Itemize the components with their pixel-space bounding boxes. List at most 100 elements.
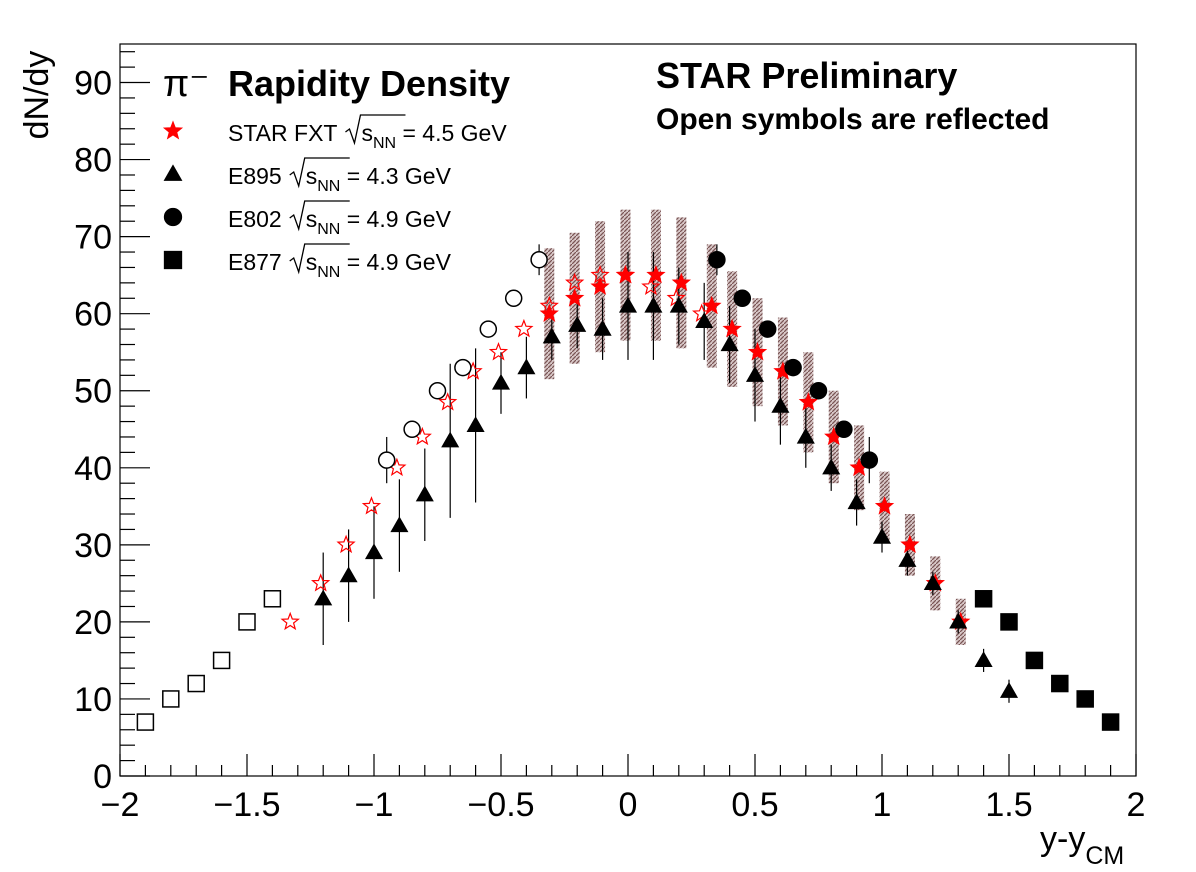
energy-value: = 4.3 GeV — [340, 163, 451, 189]
star_fxt-reflected-point — [488, 342, 509, 361]
star_fxt-reflected-point — [310, 573, 331, 592]
e895-point — [923, 574, 942, 590]
e877-legend-label: E877 — [228, 249, 282, 275]
energy-value: = 4.5 GeV — [396, 120, 507, 146]
e895-point — [568, 316, 587, 332]
e895-point — [517, 358, 536, 375]
e895-point — [466, 416, 485, 433]
reflected-note: Open symbols are reflected — [656, 103, 1050, 136]
x-tick-label: 2 — [1127, 786, 1146, 824]
star_fxt-reflected-point — [361, 496, 382, 515]
e895-point — [441, 431, 460, 448]
star_fxt-point — [615, 265, 636, 284]
x-axis-title-sub: CM — [1085, 842, 1124, 870]
x-tick-label: 1.5 — [985, 786, 1032, 824]
e877-reflected-point — [212, 651, 231, 670]
x-tick-label: 0 — [619, 786, 638, 824]
e895-point — [364, 543, 384, 560]
energy-subscript: NN — [317, 178, 340, 195]
star_fxt-point — [747, 342, 768, 361]
energy-symbol: s — [306, 249, 318, 275]
y-tick-label: 60 — [74, 296, 112, 334]
e895-point — [822, 458, 841, 475]
error-bars — [322, 244, 1010, 703]
preliminary-label: STAR Preliminary — [656, 55, 957, 96]
e877-reflected-point — [263, 590, 282, 608]
x-axis-title-main: y-y — [1040, 820, 1085, 858]
x-tick-label: 0.5 — [731, 786, 778, 824]
y-tick-label: 0 — [93, 758, 112, 796]
energy-symbol: s — [361, 120, 373, 146]
e895-legend-energy: sNN = 4.3 GeV — [306, 163, 452, 195]
y-tick-label: 40 — [74, 450, 112, 488]
e802-point — [784, 358, 802, 377]
y-tick-label: 30 — [74, 527, 112, 565]
star_fxt-point — [702, 295, 722, 315]
y-tick-label: 50 — [74, 373, 112, 411]
star_fxt-point — [590, 276, 610, 295]
e802-legend-sqrt — [289, 200, 350, 232]
e895-point — [491, 373, 511, 390]
x-tick-label: 1 — [873, 786, 892, 824]
systematic-bands — [544, 209, 966, 646]
e877-point — [1025, 651, 1044, 670]
e877-point — [1051, 674, 1069, 693]
particle-label: π⁻ — [163, 63, 209, 105]
energy-subscript: NN — [317, 264, 340, 281]
e877-legend-energy: sNN = 4.9 GeV — [306, 249, 452, 281]
e802-reflected-point — [377, 451, 396, 469]
star_fxt-point — [722, 318, 742, 338]
e877-point — [1000, 613, 1018, 631]
e895-legend-marker — [163, 164, 183, 181]
chart-title: Rapidity Density — [228, 63, 510, 104]
e895-point — [644, 296, 663, 313]
e895-point — [542, 327, 561, 344]
x-tick-label: −1 — [355, 786, 394, 824]
star_fxt-legend-energy: sNN = 4.5 GeV — [361, 120, 507, 152]
e895-point — [720, 335, 739, 352]
x-tick-label: −1.5 — [213, 786, 280, 824]
star_fxt-reflected-point — [641, 276, 661, 295]
star_fxt-reflected-point — [564, 272, 585, 292]
star_fxt-point — [900, 534, 920, 554]
x-tick-label: −2 — [101, 786, 140, 824]
e895-point — [593, 319, 612, 336]
e895-point — [339, 566, 358, 583]
e802-reflected-point — [454, 358, 472, 377]
energy-subscript: NN — [373, 135, 396, 152]
e895-point — [949, 612, 968, 629]
star_fxt-point — [798, 392, 819, 411]
e895-point — [771, 396, 790, 413]
star_fxt-legend-sqrt — [345, 114, 406, 146]
e895-point — [745, 366, 765, 382]
e895-point — [872, 527, 892, 544]
y-axis-title: dN/dy — [18, 51, 56, 140]
e802-point — [809, 381, 828, 400]
e877-reflected-point — [136, 713, 155, 731]
y-tick-label: 10 — [74, 681, 112, 719]
star_fxt-reflected-point — [336, 534, 356, 554]
e802-point — [860, 451, 879, 469]
energy-symbol: s — [306, 206, 318, 232]
star_fxt-point — [646, 265, 666, 284]
data-markers — [136, 250, 1120, 731]
y-tick-label: 90 — [74, 65, 112, 103]
e895-point — [415, 485, 434, 502]
star_fxt-legend-marker — [162, 120, 184, 140]
e802-point — [835, 420, 853, 439]
y-tick-label: 70 — [74, 219, 112, 257]
e877-reflected-point — [162, 690, 180, 708]
e877-legend-marker — [163, 250, 183, 270]
energy-value: = 4.9 GeV — [340, 206, 451, 232]
e895-point — [999, 682, 1019, 698]
star_fxt-point — [874, 496, 895, 515]
e877-point — [1101, 713, 1120, 731]
star_fxt-reflected-point — [280, 611, 300, 631]
e895-point — [314, 589, 333, 606]
e895-point — [796, 427, 815, 444]
star_fxt-legend-label: STAR FXT — [228, 120, 337, 146]
e802-point — [733, 289, 752, 308]
e877-point — [1076, 690, 1094, 708]
